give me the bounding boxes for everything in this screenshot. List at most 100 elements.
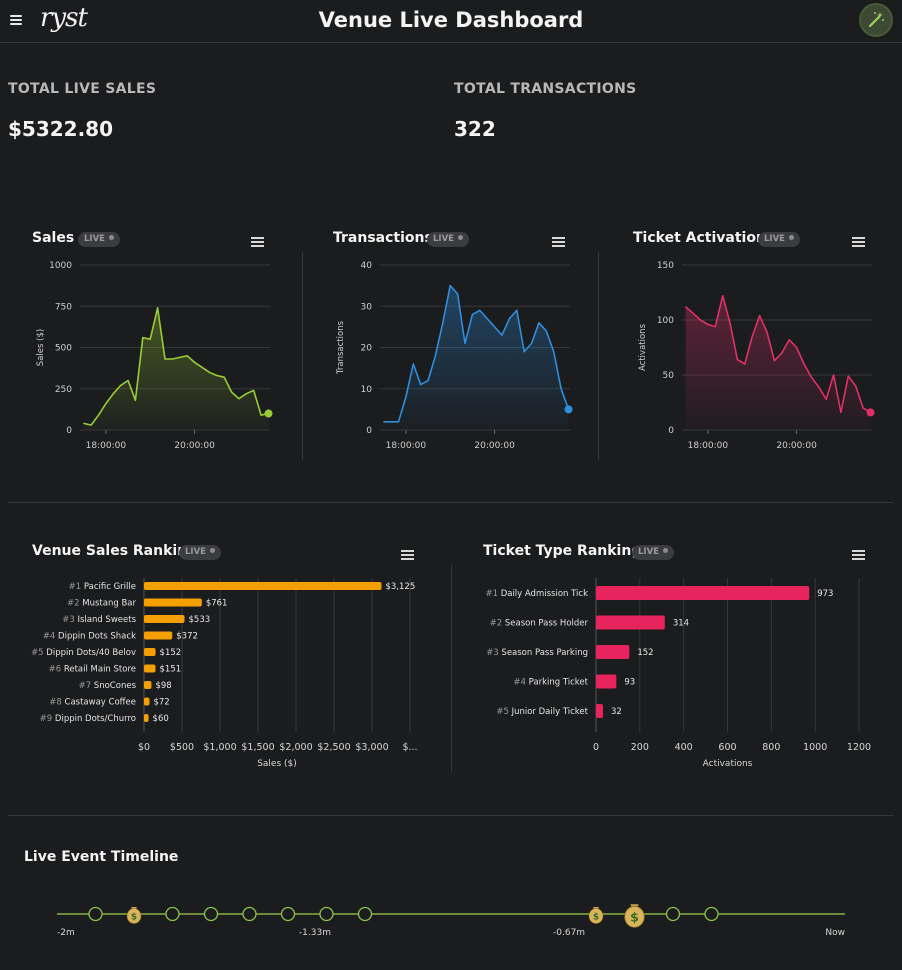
y-tick-label: 0	[366, 426, 372, 436]
bar	[596, 674, 617, 689]
category-label: #9 Dippin Dots/Churro	[40, 714, 136, 724]
data-point	[427, 379, 429, 382]
y-tick-label: 250	[55, 385, 72, 395]
sales-chart-menu-icon[interactable]	[251, 237, 264, 247]
x-tick-label: 18:00:00	[86, 441, 127, 451]
data-point	[803, 363, 805, 365]
bar	[596, 704, 604, 718]
data-point	[530, 342, 533, 344]
data-point	[825, 398, 827, 400]
ticket-activations-chart: 0 50 100 150 18:00:00 20:00:00 Activations	[638, 261, 875, 451]
data-point	[553, 351, 555, 353]
section-divider	[8, 815, 893, 816]
data-point	[134, 399, 137, 401]
live-event-timeline-title: Live Event Timeline	[24, 849, 179, 865]
x-tick-label: $500	[170, 742, 194, 753]
data-point	[383, 421, 385, 423]
ticket-activations-chart-title: Ticket Activations	[633, 230, 775, 246]
data-point	[397, 421, 400, 423]
live-dot-icon	[108, 235, 114, 240]
data-point	[523, 351, 525, 353]
venue-sales-ranking-title: Venue Sales Ranking	[32, 543, 198, 559]
bar-value-label: $152	[160, 648, 182, 658]
y-tick-label: 30	[361, 302, 373, 312]
sales-chart-title: Sales	[32, 230, 75, 246]
bar	[144, 582, 382, 590]
x-tick-label: $2,500	[317, 742, 350, 753]
magic-wand-button[interactable]	[861, 5, 891, 35]
data-point	[142, 337, 144, 339]
column-divider	[598, 252, 599, 460]
x-tick-label: 20:00:00	[474, 441, 515, 451]
live-badge-label: LIVE	[185, 547, 206, 557]
live-badge-label: LIVE	[764, 234, 785, 244]
venue-sales-ranking-chart: $0 $500 $1,000 $1,500 $2,000 $2,500 $3,000 $...…	[31, 578, 418, 769]
section-divider	[8, 502, 893, 503]
ticket-activations-chart-menu-icon[interactable]	[852, 237, 865, 247]
event-marker	[357, 906, 373, 922]
transactions-chart-menu-icon[interactable]	[552, 237, 565, 247]
data-point	[449, 285, 451, 287]
timeline-label: -0.67m	[553, 928, 585, 938]
category-label: #6 Retail Main Store	[49, 665, 136, 675]
event-marker	[203, 906, 219, 922]
x-tick-label: 18:00:00	[688, 441, 729, 451]
series-line	[83, 307, 269, 426]
timeline-label: -2m	[57, 928, 75, 938]
event-marker	[165, 906, 180, 922]
data-point	[164, 358, 166, 360]
data-point	[714, 326, 716, 328]
data-point	[493, 326, 496, 328]
total-transactions-label: TOTAL TRANSACTIONS	[454, 81, 637, 97]
ryst-logo[interactable]: ryst	[40, 3, 88, 33]
event-marker	[665, 906, 681, 922]
bar-value-label: 32	[611, 707, 622, 717]
category-label: #1 Pacific Grille	[69, 582, 136, 592]
x-tick-label: 1000	[803, 742, 827, 753]
x-tick-label: 18:00:00	[386, 441, 427, 451]
data-point	[390, 421, 392, 423]
event-marker	[704, 906, 719, 922]
data-point	[707, 323, 709, 325]
svg-text:$: $	[593, 913, 599, 923]
latest-point-marker	[264, 409, 273, 418]
bar	[144, 598, 202, 607]
data-point	[405, 396, 407, 398]
data-point	[90, 424, 92, 426]
category-label: #1 Daily Admission Tick	[485, 589, 588, 599]
live-badge-label: LIVE	[638, 547, 659, 557]
live-event-timeline: -2m -1.33m -0.67m Now $ $ $	[57, 904, 845, 938]
total-transactions-value: 322	[454, 117, 496, 141]
data-point	[508, 318, 510, 320]
data-point	[179, 356, 181, 358]
bar-value-label: 314	[673, 619, 689, 629]
latest-point-marker	[866, 408, 875, 417]
data-point	[471, 313, 474, 316]
bar	[596, 615, 665, 630]
category-label: #2 Mustang Bar	[67, 599, 136, 609]
app-header	[0, 0, 902, 43]
live-dot-icon	[788, 235, 794, 240]
data-point	[238, 398, 240, 400]
live-dot-icon	[662, 548, 668, 553]
ticket-type-chart-menu-icon[interactable]	[852, 550, 865, 560]
data-point	[736, 359, 739, 361]
hamburger-menu-icon[interactable]	[10, 15, 22, 25]
bar-value-label: $533	[189, 615, 211, 625]
event-marker	[319, 906, 334, 922]
svg-text:$: $	[630, 910, 639, 925]
column-divider	[451, 565, 452, 772]
data-point	[722, 295, 724, 297]
x-tick-label: $...	[402, 742, 417, 753]
x-tick-label: $0	[138, 742, 150, 753]
bar-value-label: $151	[159, 665, 181, 675]
data-point	[516, 309, 518, 311]
y-tick-label: 10	[361, 385, 373, 395]
bar	[144, 714, 149, 722]
data-point	[538, 322, 540, 324]
venue-sales-chart-menu-icon[interactable]	[401, 550, 414, 560]
data-point	[193, 361, 196, 363]
total-live-sales-value: $5322.80	[8, 117, 114, 141]
data-point	[253, 389, 255, 391]
category-label: #3 Island Sweets	[62, 615, 136, 625]
